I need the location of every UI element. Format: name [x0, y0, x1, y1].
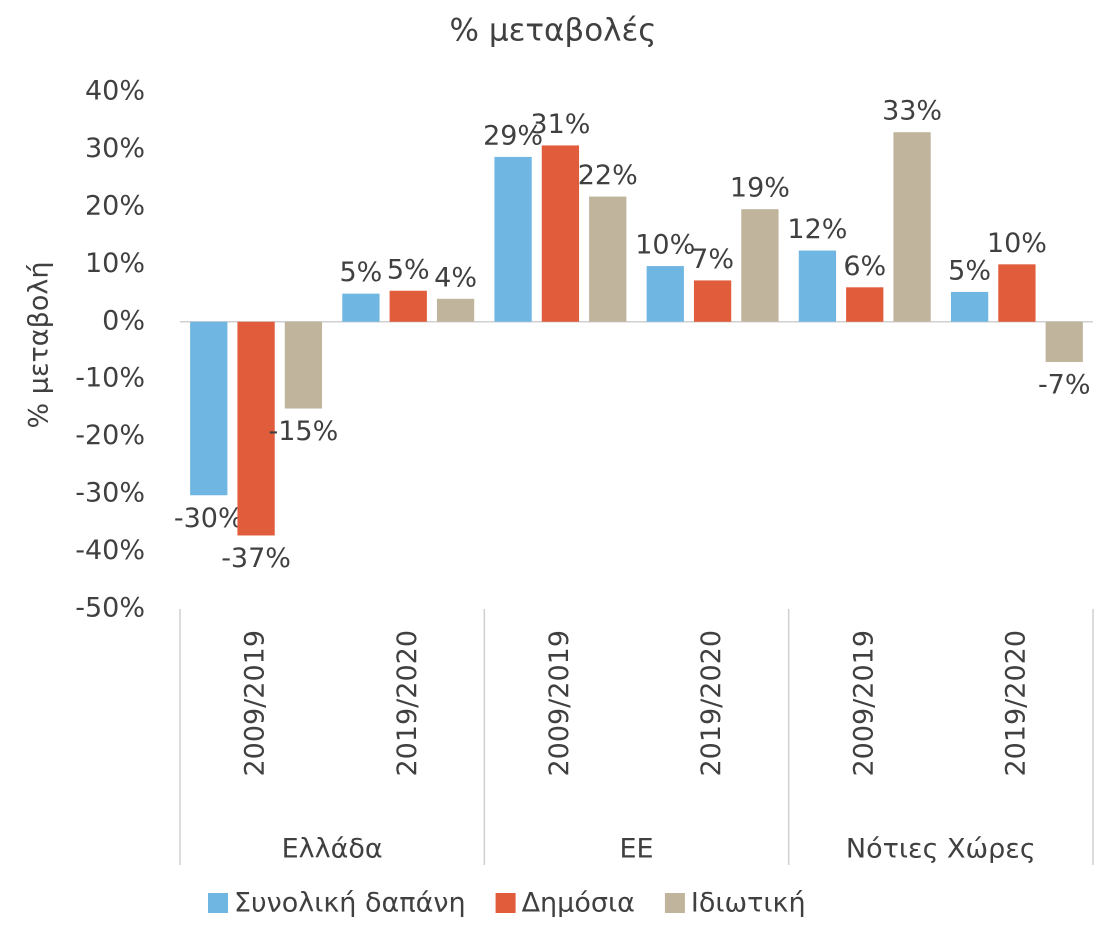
data-label: 5% [340, 257, 383, 288]
bar [494, 156, 532, 322]
x-tick-label: 2009/2019 [848, 630, 879, 777]
y-tick-label: -20% [75, 420, 145, 451]
group-label: ΕΕ [619, 834, 653, 865]
data-label: -37% [221, 543, 291, 574]
x-tick-label: 2019/2020 [1000, 630, 1031, 777]
data-label: 19% [730, 173, 790, 204]
x-tick-label: 2019/2020 [696, 630, 727, 777]
group-label: Ελλάδα [282, 834, 383, 865]
bar [693, 280, 732, 322]
y-tick-label: 10% [85, 248, 145, 279]
bar [741, 209, 779, 322]
chart-title: % μεταβολές [450, 13, 657, 49]
data-label: 22% [578, 160, 638, 191]
data-label: -7% [1038, 369, 1091, 400]
bar [1045, 321, 1083, 362]
data-label: 5% [948, 255, 991, 286]
bar [893, 132, 931, 322]
data-label: 10% [987, 228, 1047, 259]
y-tick-label: -30% [75, 478, 145, 509]
group-label: Νότιες Χώρες [846, 834, 1036, 865]
y-tick-label: 40% [85, 76, 145, 107]
data-label: 29% [483, 120, 543, 151]
bar [589, 196, 627, 322]
data-label: -30% [174, 503, 244, 534]
y-tick-label: -50% [75, 593, 145, 624]
bar [190, 321, 228, 496]
data-label: 33% [882, 96, 942, 127]
data-label: 4% [434, 262, 477, 293]
x-tick-label: 2019/2020 [392, 630, 423, 777]
data-label: 7% [691, 244, 734, 275]
y-tick-label: 0% [102, 305, 145, 336]
legend-label: Δημόσια [522, 888, 635, 919]
x-tick-label: 2009/2019 [240, 630, 271, 777]
data-label: -15% [269, 416, 339, 447]
legend-swatch [208, 893, 228, 913]
data-label: 5% [387, 254, 430, 285]
y-tick-label: 20% [85, 190, 145, 221]
legend-label: Συνολική δαπάνη [234, 888, 466, 919]
bar [541, 145, 580, 322]
data-label: 10% [635, 230, 695, 261]
y-tick-label: -40% [75, 535, 145, 566]
data-label: 31% [530, 109, 590, 140]
bar [646, 266, 684, 322]
data-label: 6% [843, 251, 886, 282]
legend-swatch [664, 893, 685, 913]
bar [798, 250, 837, 322]
bar [342, 293, 380, 322]
x-tick-label: 2009/2019 [544, 630, 575, 777]
bar [436, 298, 475, 322]
data-label: 12% [787, 214, 847, 245]
legend-label: Ιδιωτική [691, 888, 806, 919]
bar [284, 321, 323, 409]
y-axis-title: % μεταβολή [24, 262, 55, 429]
y-tick-label: -10% [75, 363, 145, 394]
y-tick-label: 30% [85, 133, 145, 164]
bar [950, 291, 989, 322]
bar [998, 264, 1036, 322]
legend-swatch [495, 893, 516, 913]
bar [237, 321, 275, 536]
bar [389, 290, 427, 322]
bar [846, 287, 884, 322]
